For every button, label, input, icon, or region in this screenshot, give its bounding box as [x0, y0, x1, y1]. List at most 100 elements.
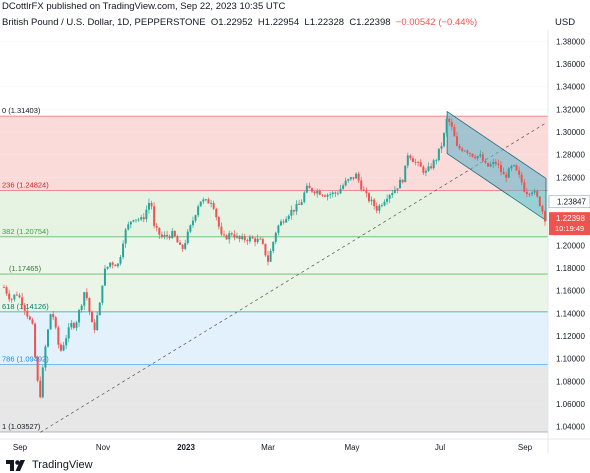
x-tick-label: 2023 [177, 443, 195, 452]
candle-body [114, 264, 117, 267]
candle-body [331, 192, 334, 195]
candle-body [499, 164, 502, 172]
candle-body [106, 266, 109, 269]
x-tick-label: Jul [435, 443, 445, 452]
candle-body [179, 242, 182, 245]
candle-body [166, 234, 169, 237]
candle-body [124, 229, 127, 244]
open-value: O1.22952 [210, 17, 253, 28]
instrument-name: British Pound / U.S. Dollar, 1D, PEPPERS… [2, 17, 206, 28]
candle-body [347, 179, 350, 181]
candle-body [101, 285, 104, 303]
candle-body [212, 203, 215, 209]
candle-body [207, 199, 210, 204]
candle-body [96, 315, 99, 331]
y-tick-label: 1.38000 [556, 37, 585, 46]
candle-body [502, 171, 505, 175]
x-tick-label: Mar [261, 443, 275, 452]
x-tick-label: May [344, 443, 359, 452]
candle-body [254, 238, 257, 243]
candle-body [228, 233, 231, 240]
candle-body [246, 240, 249, 242]
candle-body [316, 190, 319, 194]
price-tag-box [548, 195, 590, 209]
candle-body [225, 235, 228, 240]
candle-body [160, 234, 163, 237]
tradingview-logo[interactable]: TradingView [6, 459, 93, 471]
candle-body [235, 235, 238, 238]
candle-body [481, 154, 484, 161]
candle-body [158, 227, 161, 235]
candle-body [422, 166, 425, 173]
y-tick-label: 1.30000 [556, 128, 585, 137]
y-tick-label: 1.06000 [556, 400, 585, 409]
candle-body [78, 310, 81, 323]
candle-body [404, 165, 407, 183]
candle-body [140, 217, 143, 220]
candle-body [259, 238, 262, 240]
candle-body [383, 201, 386, 206]
candle-body [267, 255, 270, 262]
candle-body [269, 250, 272, 262]
candle-body [417, 162, 420, 163]
candle-body [329, 194, 332, 195]
candle-body [474, 156, 477, 159]
tradingview-logo-icon [6, 459, 25, 471]
candle-body [295, 203, 298, 212]
candle-body [391, 192, 394, 196]
candle-body [215, 208, 218, 218]
candle-body [194, 215, 197, 221]
candle-body [525, 191, 528, 195]
candle-body [378, 205, 381, 211]
candle-body [461, 148, 464, 151]
candle-body [137, 219, 140, 221]
candle-body [367, 193, 370, 202]
x-tick-label: Nov [96, 443, 110, 452]
y-tick-label: 1.26000 [556, 173, 585, 182]
candle-body [171, 230, 174, 239]
candle-body [497, 163, 500, 165]
candle-body [44, 346, 47, 368]
candle-body [186, 231, 189, 244]
candle-body [230, 233, 233, 235]
candle-body [282, 221, 285, 223]
candle-body [62, 345, 65, 351]
candle-body [357, 173, 360, 181]
published-caption: DCottlrFX published on TradingView.com, … [2, 1, 286, 12]
candle-body [463, 150, 466, 152]
candle-body [323, 195, 326, 197]
candle-body [303, 192, 306, 203]
candle-body [287, 215, 290, 220]
x-tick-label: Sep [13, 443, 28, 452]
candle-body [536, 191, 539, 197]
candle-body [375, 206, 378, 211]
candle-body [344, 180, 347, 186]
candle-body [411, 158, 414, 162]
candle-body [279, 221, 282, 226]
candle-body [220, 226, 223, 235]
candle-body [261, 239, 264, 244]
candle-body [116, 263, 119, 267]
candle-body [272, 241, 275, 251]
candle-body [334, 192, 337, 194]
candle-body [204, 199, 207, 201]
candle-body [430, 166, 433, 169]
candle-body [248, 237, 251, 242]
candle-body [93, 322, 96, 331]
candle-body [83, 292, 86, 306]
candle-body [197, 206, 200, 216]
candle-body [241, 236, 244, 240]
candle-body [336, 193, 339, 195]
y-tick-label: 1.20000 [556, 241, 585, 250]
candle-body [342, 185, 345, 189]
candle-body [85, 292, 88, 298]
candle-body [453, 126, 456, 137]
candle-body [349, 177, 352, 180]
candle-body [507, 168, 510, 178]
y-tick-label: 1.12000 [556, 332, 585, 341]
candle-body [145, 209, 148, 220]
tradingview-logo-text: TradingView [32, 459, 93, 471]
candle-body [360, 180, 363, 190]
candle-body [8, 293, 11, 300]
